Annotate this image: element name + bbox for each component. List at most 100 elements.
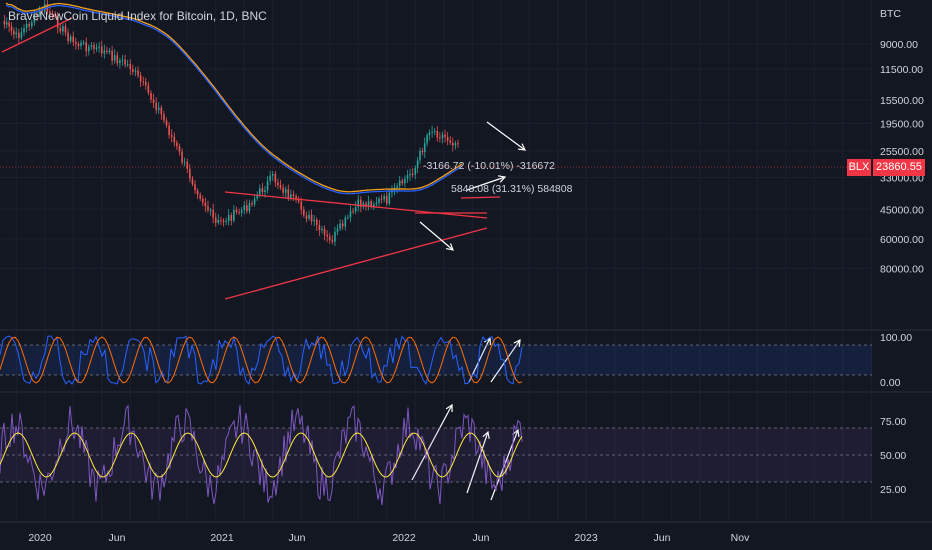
candle-body (347, 217, 349, 219)
trendline (460, 196, 501, 199)
candle-body (227, 215, 230, 222)
candle-body (64, 26, 67, 33)
annotation-arrow-head (445, 403, 453, 413)
candle-body (38, 10, 41, 16)
candle-body (150, 92, 152, 100)
candle-body (100, 46, 103, 54)
candle-body (43, 3, 46, 12)
candle-body (284, 189, 287, 193)
time-axis-label: Jun (109, 532, 126, 544)
price-axis-tick: 19500.00 (880, 118, 924, 130)
annotation-arrow-head (497, 175, 507, 183)
candle-body (287, 189, 290, 199)
candle-body (152, 99, 155, 103)
candle-body (354, 207, 357, 212)
price-axis-tick: 11500.00 (880, 64, 923, 76)
time-axis-label: 2023 (574, 532, 598, 544)
candle-body (220, 219, 222, 221)
annotation-arrow-head (513, 338, 521, 348)
candle-body (134, 70, 137, 72)
candle-body (189, 168, 191, 179)
candle-body (414, 167, 417, 175)
candle-body (132, 69, 134, 72)
candle-body (137, 70, 139, 76)
candle-body (457, 143, 459, 145)
candle-body (25, 24, 28, 28)
candle-body (360, 199, 362, 207)
annotation-arrow-head (512, 428, 520, 438)
candle-body (396, 186, 398, 188)
candle-body (139, 75, 142, 82)
candle-body (380, 198, 383, 200)
candle-body (243, 205, 246, 211)
candle-body (69, 36, 72, 41)
candle-body (33, 13, 36, 23)
candle-body (30, 22, 33, 27)
candle-body (290, 194, 292, 199)
candle-body (238, 211, 240, 213)
candle-body (406, 175, 409, 179)
candle-body (209, 209, 212, 211)
candle-body (75, 42, 77, 45)
candle-body (116, 55, 119, 64)
candle-body (282, 187, 284, 193)
candle-body (196, 190, 199, 195)
annotation-arrow (419, 221, 454, 251)
candle-body (93, 45, 95, 49)
osc2-tick: 75.00 (880, 416, 906, 428)
candle-body (258, 188, 261, 195)
candle-body (165, 120, 168, 126)
trendline (224, 227, 488, 300)
stoch-d-line (0, 336, 523, 384)
candle-body (18, 32, 20, 39)
candle-body (331, 240, 334, 242)
candle-body (199, 194, 202, 199)
annotation-arrow (466, 176, 506, 191)
price-axis-tick: 9000.00 (880, 39, 918, 51)
candle-body (67, 32, 69, 41)
time-axis-label: Jun (473, 532, 490, 544)
candle-body (5, 22, 8, 25)
annotation-arrow (466, 431, 489, 494)
candle-body (87, 46, 90, 52)
candle-body (121, 59, 124, 61)
candle-body (313, 219, 316, 222)
candle-body (357, 199, 360, 208)
candle-body (428, 132, 431, 136)
candle-body (72, 36, 75, 43)
stoch-k-line (0, 335, 523, 386)
candle-body (375, 202, 378, 205)
candle-body (266, 180, 269, 191)
candle-body (431, 131, 433, 133)
candle-body (279, 185, 282, 188)
price-axis-tick: 80000.00 (880, 263, 924, 275)
candle-body (183, 161, 186, 163)
candle-body (378, 198, 380, 203)
candle-body (144, 81, 147, 86)
candle-body (449, 140, 452, 143)
annotation-arrow (490, 339, 521, 383)
candle-body (300, 201, 303, 210)
candle-body (315, 219, 318, 226)
candle-body (261, 188, 264, 192)
candle-body (95, 47, 98, 49)
candle-body (305, 215, 308, 219)
candle-body (416, 160, 419, 168)
candle-body (370, 201, 373, 207)
candle-body (365, 203, 367, 206)
candle-body (274, 173, 277, 183)
annotation-arrow-head (482, 430, 490, 440)
candle-body (421, 150, 424, 153)
candle-body (385, 195, 388, 204)
time-axis-label: 2020 (28, 532, 52, 544)
candle-body (246, 205, 248, 212)
candle-body (404, 178, 406, 184)
candle-body (446, 137, 449, 141)
candle-body (367, 201, 370, 206)
candle-body (155, 102, 157, 110)
candle-body (235, 209, 238, 212)
candle-body (295, 195, 297, 200)
candle-body (13, 31, 15, 35)
candle-body (59, 27, 62, 32)
